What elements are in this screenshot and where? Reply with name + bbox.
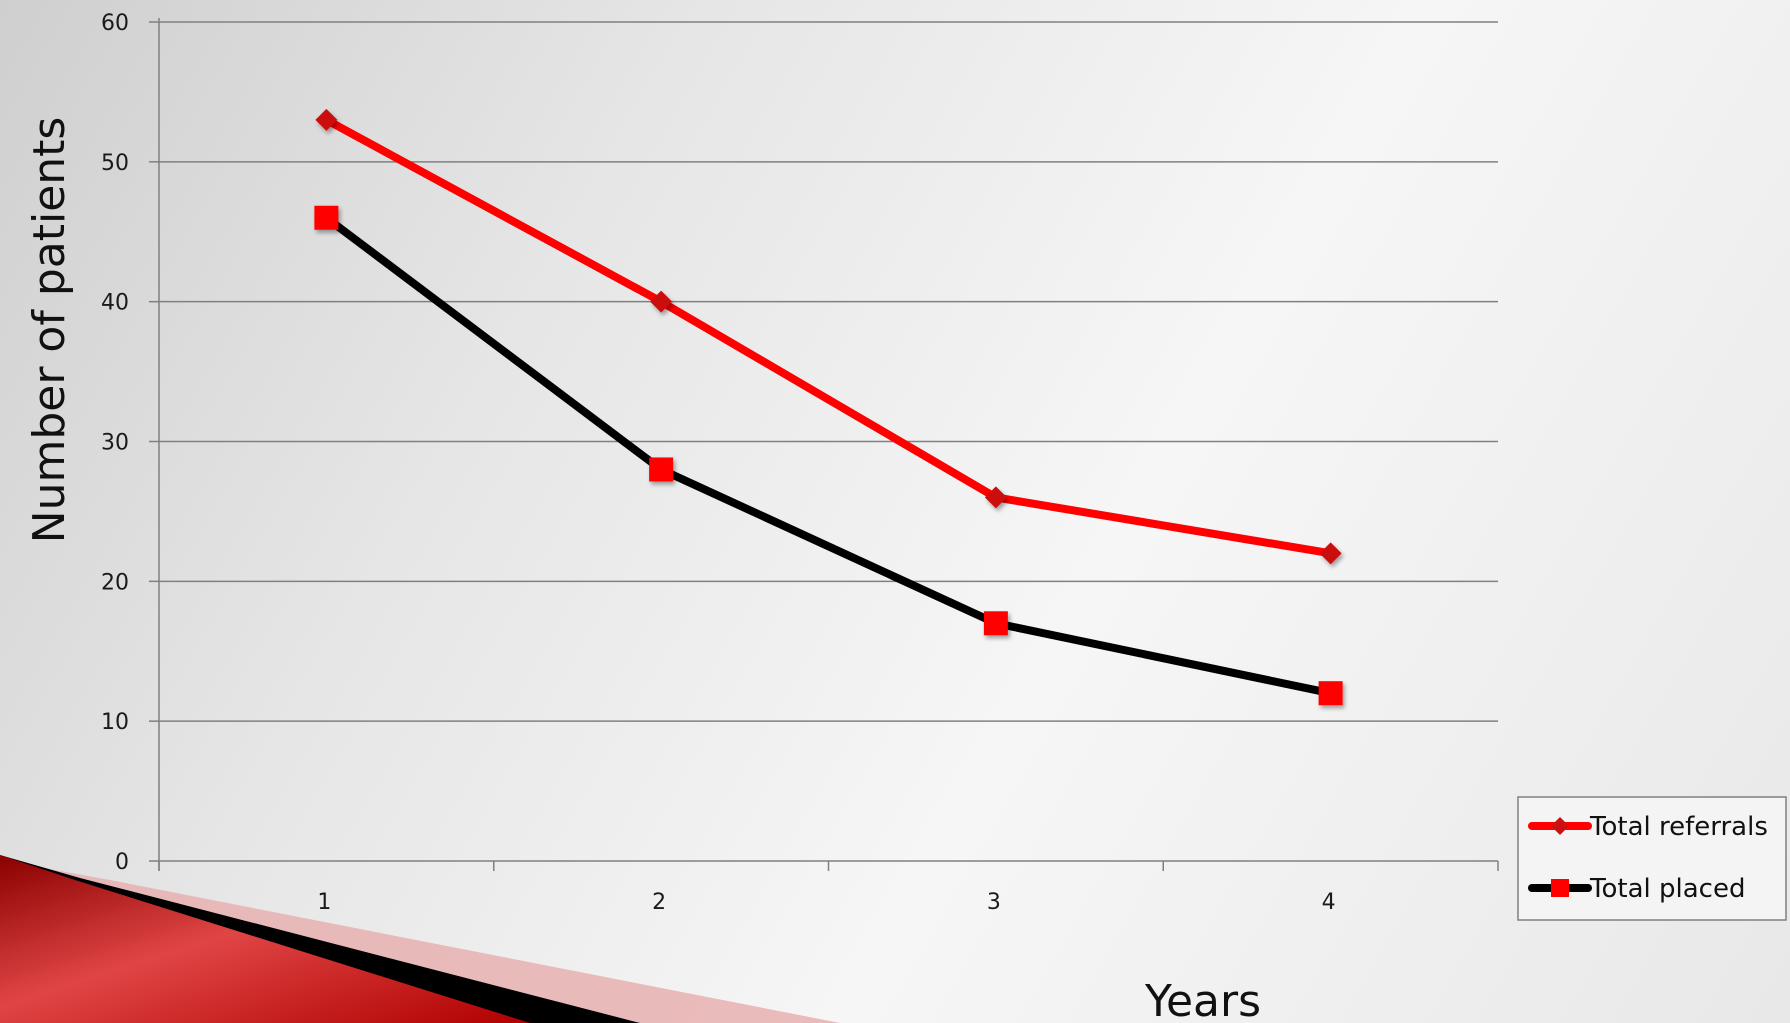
y-tick-label-60: 60 <box>101 11 129 36</box>
data-point-total-referrals-1 <box>315 108 338 131</box>
data-point-total-placed-1 <box>314 205 339 230</box>
x-tick-label-4: 4 <box>1322 890 1336 915</box>
legend-marker-total-placed <box>1551 879 1569 897</box>
y-tick-label-0: 0 <box>115 850 129 875</box>
y-axis-title: Number of patients <box>24 117 75 544</box>
data-point-total-placed-3 <box>983 611 1008 636</box>
x-tick-label-3: 3 <box>987 890 1001 915</box>
data-point-total-placed-2 <box>649 457 674 482</box>
data-point-total-referrals-2 <box>650 290 673 313</box>
legend-item-total-placed: Total placed <box>1528 874 1745 904</box>
gridlines <box>159 21 1498 722</box>
y-axis-tick-labels: 0 10 20 30 40 50 60 <box>101 11 129 875</box>
series-line-total-referrals <box>322 115 1335 558</box>
decorative-swoosh <box>0 855 840 1023</box>
series-layer <box>314 108 1343 706</box>
series-total-referrals <box>315 108 1342 565</box>
y-tick-label-30: 30 <box>101 431 129 456</box>
legend-item-total-referrals: Total referrals <box>1528 812 1768 842</box>
legend: Total referrals Total placed <box>1517 796 1787 921</box>
x-tick-label-2: 2 <box>652 890 666 915</box>
x-axis-title: Years <box>1144 976 1261 1023</box>
legend-label-total-placed: Total placed <box>1589 874 1745 904</box>
data-point-total-referrals-3 <box>984 486 1007 509</box>
data-point-total-referrals-4 <box>1319 542 1342 565</box>
series-total-placed <box>314 205 1343 706</box>
swoosh-red-band <box>0 855 530 1023</box>
legend-box <box>1517 796 1787 921</box>
x-tick-label-1: 1 <box>317 890 331 915</box>
legend-marker-total-referrals <box>1551 817 1569 835</box>
y-tick-label-40: 40 <box>101 291 129 316</box>
series-line-total-placed <box>322 213 1335 698</box>
legend-label-total-referrals: Total referrals <box>1589 812 1768 842</box>
y-tick-label-10: 10 <box>101 710 129 735</box>
x-axis-tick-labels: 1 2 3 4 <box>317 890 1335 915</box>
y-tick-label-20: 20 <box>101 570 129 595</box>
axes <box>149 18 1499 871</box>
y-tick-label-50: 50 <box>101 151 129 176</box>
data-point-total-placed-4 <box>1318 681 1343 706</box>
